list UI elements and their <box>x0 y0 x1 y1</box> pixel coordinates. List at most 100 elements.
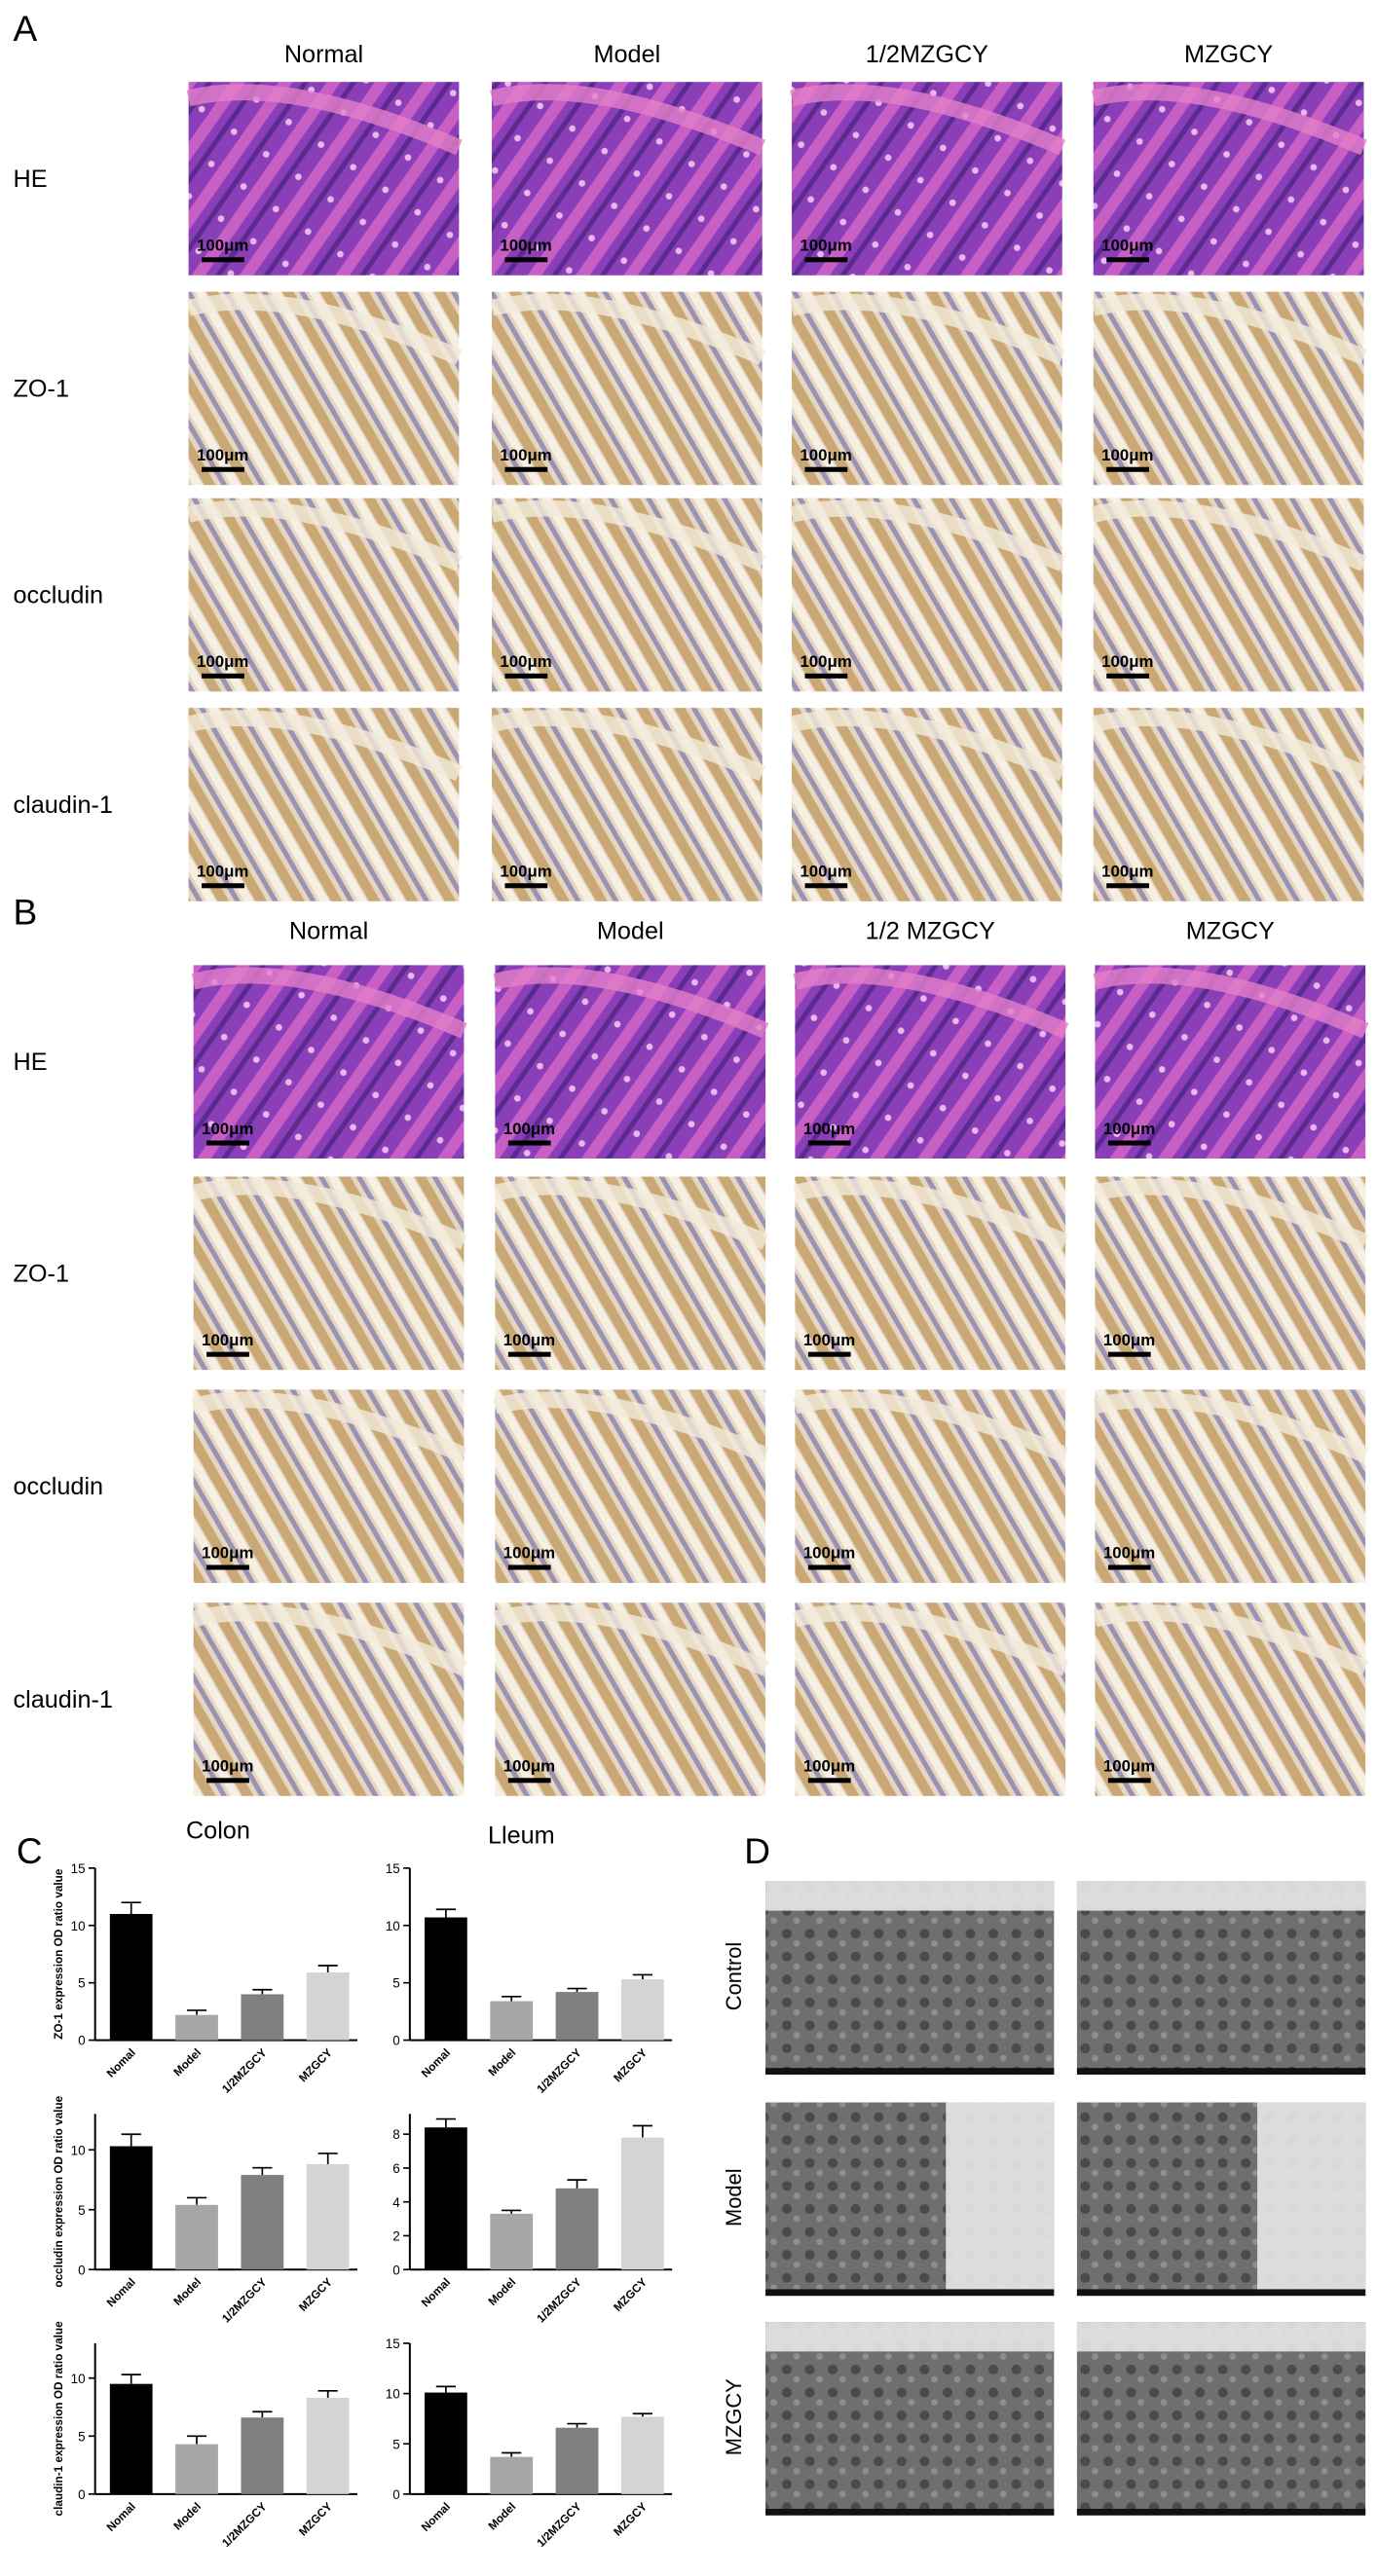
bar <box>425 2127 467 2270</box>
scale-bar <box>1107 1778 1151 1784</box>
scale-bar-label: 100μm <box>202 1120 253 1138</box>
bar <box>241 1994 284 2041</box>
bar <box>241 2175 284 2270</box>
tem-footer <box>1076 2289 1366 2297</box>
scale-bar <box>507 1140 551 1146</box>
scale-bar <box>507 1778 551 1784</box>
tem-footer <box>1076 2068 1366 2075</box>
tissue-edge <box>191 1178 467 1250</box>
scale-bar <box>1107 1564 1151 1570</box>
tem-image <box>765 1881 1055 2075</box>
bar <box>425 2392 467 2494</box>
tissue-edge <box>793 1178 1069 1250</box>
column-header: MZGCY <box>1186 917 1275 944</box>
bar <box>175 2204 218 2270</box>
row-label: occludin <box>14 1473 104 1500</box>
row-label: MZGCY <box>722 2378 746 2455</box>
micrograph <box>1095 1176 1366 1371</box>
x-tick-label: Model <box>171 2500 204 2532</box>
y-tick-label: 0 <box>78 2487 85 2502</box>
scale-bar <box>804 883 848 889</box>
scale-bar <box>804 466 848 472</box>
micrograph <box>1095 965 1366 1159</box>
tissue-edge <box>186 499 463 571</box>
x-tick-label: 1/2MZGCY <box>220 2276 270 2326</box>
tem-footer <box>765 2508 1055 2516</box>
scale-bar <box>804 673 848 679</box>
scale-bar <box>504 673 548 679</box>
scale-bar <box>206 1564 249 1570</box>
bar <box>555 2188 599 2270</box>
bar <box>306 2397 350 2494</box>
y-tick-label: 0 <box>392 2487 399 2502</box>
scale-bar <box>1106 466 1149 472</box>
scale-bar-label: 100μm <box>197 237 248 255</box>
tem-image <box>765 2322 1055 2516</box>
scale-bar-label: 100μm <box>803 1757 855 1776</box>
micrograph <box>1093 708 1364 902</box>
row-label: ZO-1 <box>14 1260 69 1287</box>
column-header: Normal <box>284 41 363 68</box>
micrograph <box>1095 1389 1366 1583</box>
tissue-edge <box>493 967 769 1039</box>
scale-bar-label: 100μm <box>503 1544 555 1563</box>
tissue-edge <box>790 499 1066 571</box>
scale-bar-label: 100μm <box>803 1544 855 1563</box>
y-axis-label: occludin expression OD ratio value <box>53 2095 65 2287</box>
tissue-edge <box>489 293 766 365</box>
panel-label: C <box>17 1830 43 1871</box>
y-tick-label: 0 <box>78 2263 85 2277</box>
micrograph <box>1093 291 1364 486</box>
row-label: HE <box>14 1049 48 1076</box>
y-tick-label: 4 <box>392 2195 400 2210</box>
y-tick-label: 8 <box>392 2127 399 2142</box>
bar <box>490 2001 534 2041</box>
x-tick-label: MZGCY <box>297 2046 335 2084</box>
y-tick-label: 5 <box>392 1976 399 1991</box>
column-header: Model <box>594 41 661 68</box>
tissue-edge <box>793 967 1069 1039</box>
scale-bar-label: 100μm <box>1103 1544 1155 1563</box>
tem-image <box>1076 2322 1366 2516</box>
x-tick-label: 1/2MZGCY <box>220 2046 270 2096</box>
micrograph <box>188 291 460 486</box>
scale-bar-label: 100μm <box>500 652 551 671</box>
micrograph <box>492 291 763 486</box>
scale-bar <box>1106 673 1149 679</box>
micrograph <box>795 1389 1066 1583</box>
x-tick-label: 1/2MZGCY <box>535 2046 584 2096</box>
scale-bar-label: 100μm <box>1101 237 1153 255</box>
y-tick-label: 2 <box>392 2229 399 2244</box>
scale-bar <box>1107 1351 1151 1357</box>
x-tick-label: 1/2MZGCY <box>535 2500 584 2550</box>
tem-lumen <box>946 2102 1055 2297</box>
tissue-edge <box>191 1391 467 1463</box>
scale-bar <box>206 1778 249 1784</box>
micrograph <box>792 708 1062 902</box>
scale-bar-label: 100μm <box>1101 652 1153 671</box>
tem-lumen <box>765 1881 1055 1911</box>
bar <box>620 2137 664 2270</box>
micrograph <box>188 82 460 276</box>
scale-bar <box>807 1564 851 1570</box>
micrograph <box>1093 82 1364 276</box>
tem-lumen <box>1076 2322 1366 2352</box>
x-tick-label: Model <box>486 2046 518 2079</box>
row-label: claudin-1 <box>14 1686 113 1713</box>
x-tick-label: MZGCY <box>297 2276 335 2314</box>
tissue-edge <box>1093 1178 1369 1250</box>
micrograph <box>795 1602 1066 1796</box>
x-tick-label: 1/2MZGCY <box>535 2276 584 2326</box>
tissue-edge <box>186 293 463 365</box>
y-tick-label: 5 <box>78 2429 85 2444</box>
scale-bar <box>807 1351 851 1357</box>
x-tick-label: Model <box>171 2046 204 2079</box>
scale-bar-label: 100μm <box>800 652 851 671</box>
tem-lumen <box>1076 1881 1366 1911</box>
scale-bar <box>507 1564 551 1570</box>
y-tick-label: 5 <box>78 1976 85 1991</box>
tissue-edge <box>493 1391 769 1463</box>
micrograph <box>792 291 1062 486</box>
bar <box>620 1979 664 2041</box>
scale-bar-label: 100μm <box>1103 1331 1155 1349</box>
